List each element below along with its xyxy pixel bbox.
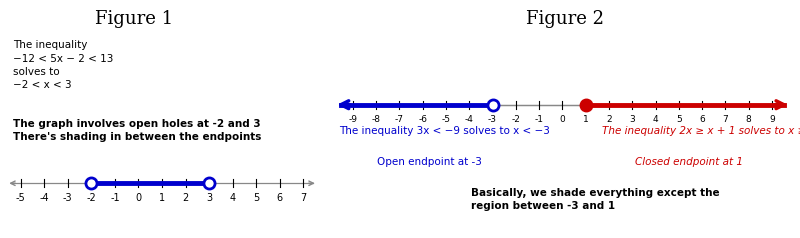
Text: -2: -2 [511, 115, 520, 124]
Text: 4: 4 [653, 115, 658, 124]
Text: -3: -3 [488, 115, 497, 124]
Text: 7: 7 [300, 193, 306, 203]
Text: 0: 0 [559, 115, 566, 124]
Text: The inequality 3x < −9 solves to x < −3: The inequality 3x < −9 solves to x < −3 [339, 126, 550, 136]
Text: The graph involves open holes at -2 and 3
There's shading in between the endpoin: The graph involves open holes at -2 and … [13, 119, 261, 142]
Text: Figure 1: Figure 1 [95, 10, 174, 28]
Text: -3: -3 [63, 193, 73, 203]
Text: -5: -5 [442, 115, 450, 124]
Text: The inequality 2x ≥ x + 1 solves to x ≥ 1: The inequality 2x ≥ x + 1 solves to x ≥ … [602, 126, 800, 136]
Text: 9: 9 [769, 115, 774, 124]
Text: 2: 2 [182, 193, 189, 203]
Text: -7: -7 [395, 115, 404, 124]
Text: -1: -1 [534, 115, 544, 124]
Text: Open endpoint at -3: Open endpoint at -3 [377, 157, 482, 167]
Text: 1: 1 [583, 115, 589, 124]
Text: 0: 0 [135, 193, 142, 203]
Text: The inequality
−12 < 5x − 2 < 13
solves to
−2 < x < 3: The inequality −12 < 5x − 2 < 13 solves … [13, 40, 113, 90]
Text: 2: 2 [606, 115, 612, 124]
Text: -6: -6 [418, 115, 427, 124]
Text: -1: -1 [110, 193, 120, 203]
Text: 6: 6 [277, 193, 283, 203]
Text: 1: 1 [159, 193, 165, 203]
Text: 3: 3 [206, 193, 212, 203]
Text: 6: 6 [699, 115, 705, 124]
Text: -9: -9 [348, 115, 358, 124]
Text: -4: -4 [39, 193, 49, 203]
Text: -2: -2 [86, 193, 96, 203]
Text: -4: -4 [465, 115, 474, 124]
Text: Basically, we shade everything except the
region between -3 and 1: Basically, we shade everything except th… [470, 188, 719, 211]
Text: Figure 2: Figure 2 [526, 10, 604, 28]
Text: 7: 7 [722, 115, 728, 124]
Text: -5: -5 [16, 193, 26, 203]
Text: Closed endpoint at 1: Closed endpoint at 1 [635, 157, 743, 167]
Text: 5: 5 [676, 115, 682, 124]
Text: 4: 4 [230, 193, 236, 203]
Text: -8: -8 [372, 115, 381, 124]
Text: 3: 3 [630, 115, 635, 124]
Text: 8: 8 [746, 115, 751, 124]
Text: 5: 5 [254, 193, 259, 203]
